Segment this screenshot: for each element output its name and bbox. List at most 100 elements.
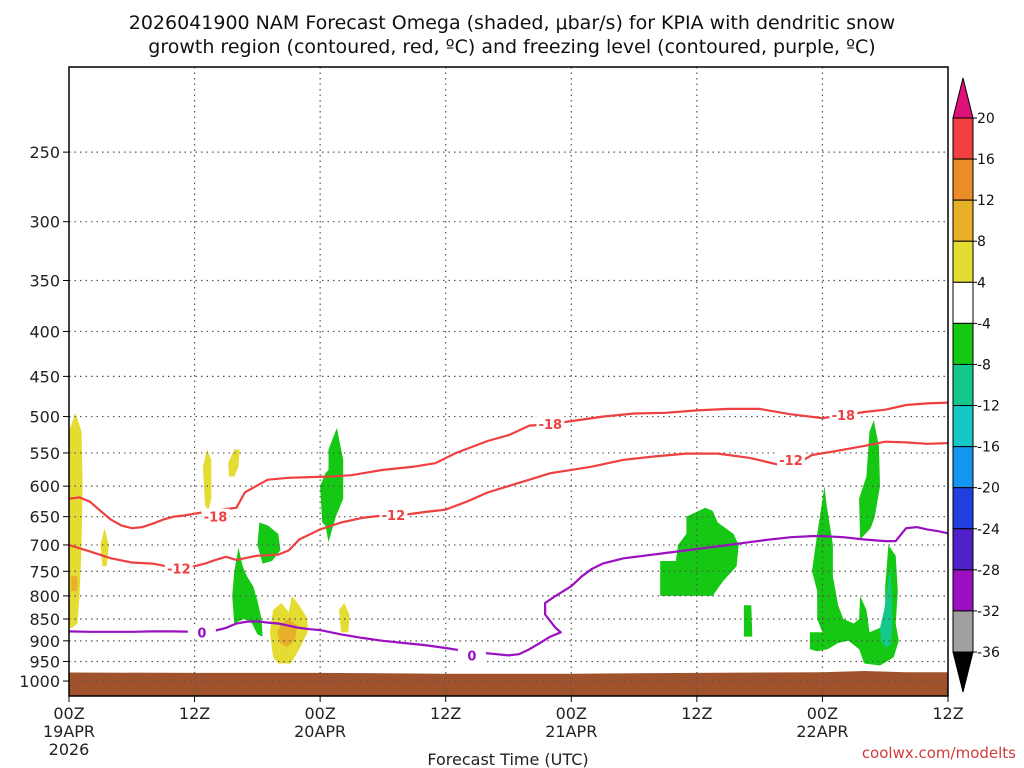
contour-minus-18-line [68, 401, 949, 530]
x-date-label-6: 22APR [796, 722, 848, 741]
contour-label-5: -18 [832, 409, 856, 424]
colorbar-bin-4 [952, 240, 974, 283]
x-year-label-0: 2026 [49, 740, 90, 759]
y-tick-label-900: 900 [29, 632, 60, 651]
contour-label-bg-6 [187, 624, 216, 640]
colorbar-bottom-arrow [952, 651, 974, 693]
y-tick-label-700: 700 [29, 536, 60, 555]
colorbar-bin--28 [952, 528, 974, 571]
colorbar-bin--32 [952, 569, 974, 612]
colorbar-label-8: -16 [977, 440, 1000, 456]
y-tick-label-450: 450 [29, 367, 60, 386]
y-tick-label-500: 500 [29, 408, 60, 427]
omega-region-rise-3h [100, 528, 109, 567]
plot-frame [68, 66, 949, 697]
x-tick-label-4: 00Z [556, 704, 587, 723]
omega-region-rise-0h-core [71, 576, 78, 592]
terrain-layer [69, 671, 948, 696]
y-tick-label-300: 300 [29, 213, 60, 232]
chart-title-line-2: growth region (contoured, red, ºC) and f… [148, 36, 875, 58]
x-tick-label-7: 12Z [932, 704, 963, 723]
temperature-contours [68, 401, 949, 657]
y-tick-label-850: 850 [29, 610, 60, 629]
omega-region-rise-13h [202, 449, 212, 511]
contour-label-bg-2 [379, 506, 408, 522]
contour-label-3: -18 [539, 418, 563, 433]
x-tick-label-6: 00Z [807, 704, 838, 723]
omega-region-sink-65h [743, 605, 753, 637]
contour-label-bg-0 [201, 508, 230, 524]
omega-region-rise-0h [69, 412, 83, 628]
colorbar-label-2: 12 [977, 193, 995, 209]
y-tick-label-950: 950 [29, 652, 60, 671]
colorbar-bin--20 [952, 446, 974, 489]
pressure-gridlines [69, 67, 948, 696]
y-tick-label-1000: 1000 [19, 672, 60, 691]
y-tick-label-350: 350 [29, 272, 60, 291]
x-tick-label-3: 12Z [430, 704, 461, 723]
omega-region-sink-78h-core [880, 566, 893, 648]
colorbar-label-0: 20 [977, 111, 995, 127]
colorbar-label-1: 16 [977, 152, 995, 168]
omega-region-sink-76h [859, 420, 880, 540]
colorbar-bin-12 [952, 158, 974, 201]
x-tick-label-2: 00Z [304, 704, 335, 723]
colorbar-bin-16 [952, 117, 974, 160]
contour-label-6: 0 [197, 626, 206, 641]
omega-region-sink-24h [320, 427, 344, 543]
contour-label-bg-7 [457, 647, 486, 663]
colorbar-label-9: -20 [977, 481, 1000, 497]
omega-region-rise-26h [339, 603, 350, 633]
omega-region-sink-72h [809, 486, 899, 666]
x-date-label-2: 20APR [294, 722, 346, 741]
colorbar-label-11: -28 [977, 563, 1000, 579]
colorbar-label-13: -36 [977, 645, 1000, 661]
y-tick-label-400: 400 [29, 322, 60, 341]
contour-label-4: -12 [779, 454, 803, 469]
y-tick-label-650: 650 [29, 508, 60, 527]
x-tick-label-0: 00Z [53, 704, 84, 723]
y-tick-label-750: 750 [29, 562, 60, 581]
colorbar-label-12: -32 [977, 604, 1000, 620]
colorbar-bin--8 [952, 322, 974, 365]
colorbar-bin--16 [952, 405, 974, 448]
colorbar-label-10: -24 [977, 522, 1000, 538]
contour-label-bg-1 [164, 560, 193, 576]
colorbar-label-6: -8 [977, 357, 991, 373]
x-date-label-4: 21APR [545, 722, 597, 741]
colorbar-label-3: 8 [977, 234, 986, 250]
colorbar-label-5: -4 [977, 316, 991, 332]
contour-labels: -18 -12 -12 -18 -12 -18 0 0 [164, 407, 858, 664]
x-axis-label: Forecast Time (UTC) [427, 750, 588, 768]
credit-text: coolwx.com/modelts [862, 744, 1016, 762]
y-tick-label-800: 800 [29, 587, 60, 606]
contour-label-bg-5 [829, 407, 858, 423]
omega-colorbar: 20 16 12 8 4 -4 -8 -12 -16 -20 -24 -28 -32 -36 [952, 77, 1000, 693]
colorbar-top-arrow [952, 77, 974, 119]
colorbar-bin-8 [952, 199, 974, 242]
colorbar-bin--24 [952, 487, 974, 530]
contour-label-7: 0 [467, 649, 476, 664]
contour-label-1: -12 [167, 563, 191, 578]
y-tick-label-250: 250 [29, 143, 60, 162]
omega-shading [69, 412, 899, 666]
colorbar-bin--4 [952, 281, 974, 324]
colorbar-bin--36 [952, 610, 974, 653]
contour-zero-line [68, 525, 949, 657]
contour-label-bg-3 [536, 416, 565, 432]
contour-label-2: -12 [382, 509, 406, 524]
x-date-label-0: 19APR [43, 722, 95, 741]
chart-title-line-1: 2026041900 NAM Forecast Omega (shaded, μ… [129, 12, 895, 34]
y-tick-label-550: 550 [29, 444, 60, 463]
colorbar-label-4: 4 [977, 275, 986, 291]
omega-region-sink-18h [257, 522, 281, 564]
terrain-surface [69, 671, 948, 696]
omega-region-sink-16h [232, 547, 263, 637]
colorbar-label-7: -12 [977, 399, 1000, 415]
contour-label-bg-4 [777, 451, 806, 467]
pressure-axis: 250 300 350 400 450 500 550 600 650 700 750 800 850 9… [19, 143, 69, 691]
omega-region-rise-16h [228, 449, 240, 477]
x-tick-label-1: 12Z [179, 704, 210, 723]
